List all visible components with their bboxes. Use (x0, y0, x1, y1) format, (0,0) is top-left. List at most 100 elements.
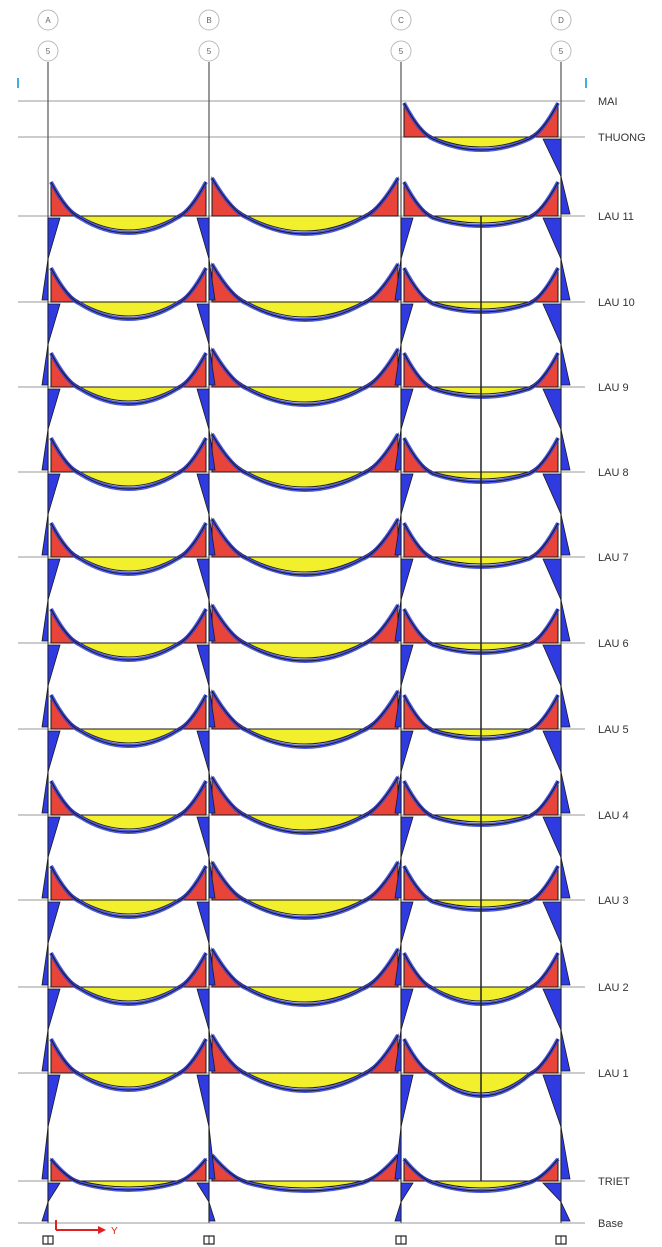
column-moment-wedge (41, 558, 61, 642)
grid-bubble-bottom-label: 5 (46, 47, 51, 56)
positive-moment-region (78, 1072, 179, 1088)
grid-bubble-top (390, 9, 412, 31)
moment-envelope-outline (50, 780, 207, 833)
positive-moment-region (247, 215, 363, 232)
column-moment-wedge (394, 388, 414, 471)
positive-moment-region (247, 1180, 363, 1189)
grid-bubble-bottom (37, 40, 59, 62)
column-moment-wedge (542, 1074, 571, 1180)
moment-envelope-outline (50, 437, 207, 490)
column-moment-wedge (196, 901, 216, 986)
positive-moment-region (247, 301, 363, 318)
positive-moment-region (78, 556, 179, 572)
story-label: LAU 8 (598, 467, 629, 479)
column-moment-wedge (394, 1182, 414, 1222)
grid-bubble-top (37, 9, 59, 31)
column-moment-wedge (542, 388, 571, 471)
column-moment-wedge (394, 730, 414, 814)
moment-envelope-outline (211, 177, 399, 235)
positive-moment-region (432, 136, 530, 148)
grid-bubble-top-label: C (398, 16, 404, 25)
story-label: LAU 10 (598, 297, 635, 309)
column-moment-wedge (196, 558, 216, 642)
moment-envelope-outline (50, 1158, 207, 1191)
column-moment-wedge (196, 988, 216, 1072)
grid-bubble-top-label: D (558, 16, 564, 25)
column-moment-wedge (41, 730, 61, 814)
column-moment-wedge (394, 303, 414, 386)
grid-bubble-bottom (198, 40, 220, 62)
column-moment-wedge (41, 303, 61, 386)
positive-moment-region (247, 1072, 363, 1089)
moment-envelope-outline (50, 694, 207, 747)
story-label: LAU 6 (598, 638, 629, 650)
column-moment-wedge (196, 303, 216, 386)
grid-bubble-bottom-label: 5 (559, 47, 564, 56)
story-label: TRIET (598, 1176, 630, 1188)
grid-bubble-top-label: B (206, 16, 211, 25)
positive-moment-region (78, 642, 179, 658)
moment-envelope-outline (50, 608, 207, 661)
moment-envelope-outline (211, 776, 399, 834)
story-label: Base (598, 1218, 623, 1230)
column-moment-wedge (394, 816, 414, 899)
column-moment-wedge (542, 138, 571, 215)
moment-envelope-outline (211, 518, 399, 576)
positive-moment-region (78, 728, 179, 744)
positive-moment-region (78, 215, 179, 231)
story-label: LAU 3 (598, 895, 629, 907)
column-moment-wedge (542, 1182, 571, 1222)
column-moment-wedge (196, 816, 216, 899)
grid-bubble-bottom-label: 5 (399, 47, 404, 56)
moment-envelope-outline (211, 348, 399, 406)
column-moment-wedge (196, 1074, 216, 1180)
column-moment-wedge (542, 473, 571, 556)
beam-moment-layer (49, 102, 560, 1193)
column-moment-wedge (41, 217, 61, 301)
axis-arrow-head (98, 1226, 106, 1234)
story-label: LAU 2 (598, 982, 629, 994)
grid-bubble-bottom (550, 40, 572, 62)
moment-envelope-outline (403, 1158, 559, 1192)
column-moment-wedge (542, 988, 571, 1072)
column-moment-wedge (41, 1182, 61, 1222)
positive-moment-region (432, 1180, 530, 1189)
column-moment-wedge (41, 388, 61, 471)
grid-bubbles-layer: A 5 B 5 C 5 D 5 (37, 9, 572, 62)
column-moment-wedge (542, 644, 571, 728)
story-label: LAU 5 (598, 724, 629, 736)
moment-envelope-outline (50, 181, 207, 234)
column-moment-wedge (394, 644, 414, 728)
moment-envelope-outline (211, 604, 399, 662)
moment-envelope-outline (211, 433, 399, 491)
column-moment-wedge (394, 558, 414, 642)
column-moment-wedge (41, 816, 61, 899)
positive-moment-region (247, 986, 363, 1003)
positive-moment-region (247, 471, 363, 488)
column-moment-wedge (394, 217, 414, 301)
column-moment-wedge (196, 644, 216, 728)
grid-bubble-top (550, 9, 572, 31)
moment-envelope-outline (50, 267, 207, 320)
column-moment-wedge (41, 473, 61, 556)
positive-moment-region (247, 642, 363, 659)
positive-moment-region (78, 301, 179, 317)
story-label: LAU 1 (598, 1068, 629, 1080)
column-moment-wedge (542, 303, 571, 386)
axis-label-y: Y (111, 1226, 118, 1237)
grid-bubble-top-label: A (45, 16, 51, 25)
column-moment-wedge (394, 473, 414, 556)
column-moment-wedge (542, 901, 571, 986)
positive-moment-region (78, 814, 179, 830)
story-label: LAU 11 (598, 211, 634, 223)
story-label: THUONG (598, 132, 646, 144)
column-moment-wedge (41, 901, 61, 986)
positive-moment-region (247, 814, 363, 831)
story-label: LAU 7 (598, 552, 629, 564)
column-moment-wedge (542, 217, 571, 301)
column-moment-wedge (41, 644, 61, 728)
moment-envelope-outline (211, 1154, 399, 1192)
moment-envelope-outline (211, 1034, 399, 1092)
column-moment-wedge (196, 730, 216, 814)
